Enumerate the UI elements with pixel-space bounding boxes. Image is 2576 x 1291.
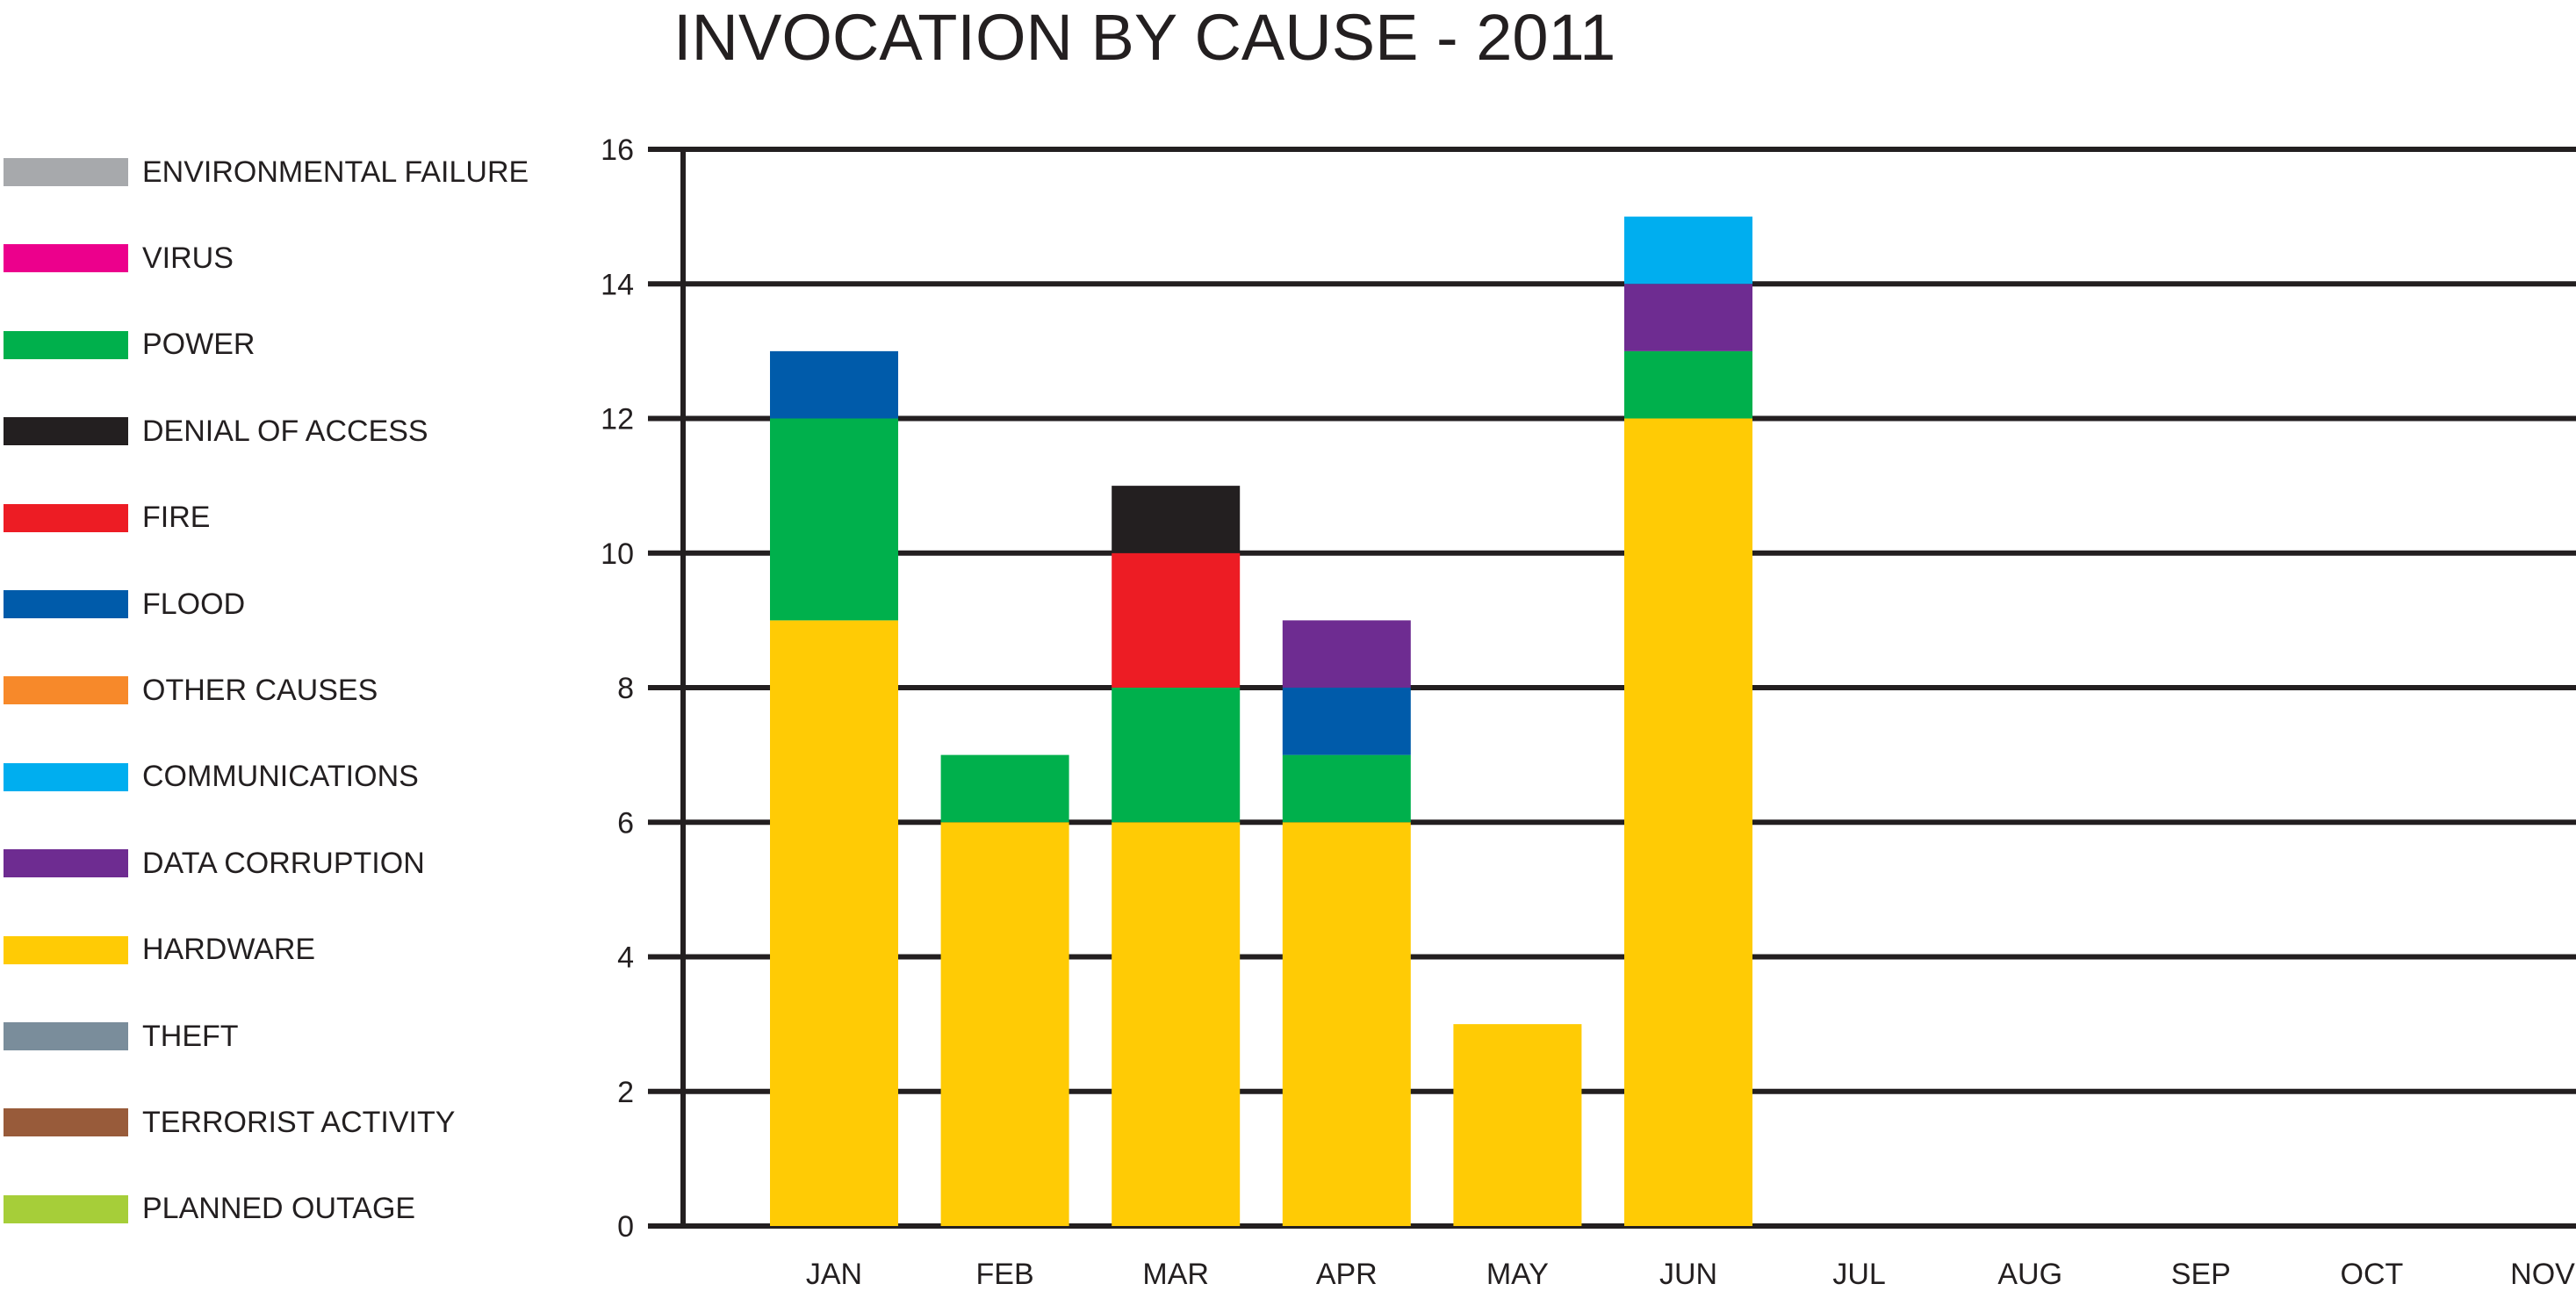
x-tick-label: MAR bbox=[1142, 1258, 1209, 1291]
y-tick-label: 0 bbox=[617, 1210, 634, 1244]
x-tick-label: FEB bbox=[976, 1258, 1034, 1291]
x-tick-label: NOV bbox=[2510, 1258, 2575, 1291]
legend-item: FIRE bbox=[4, 501, 211, 535]
legend-item: HARDWARE bbox=[4, 933, 316, 967]
legend-item: COMMUNICATIONS bbox=[4, 760, 419, 794]
bar-segment bbox=[1112, 822, 1241, 1226]
x-tick-label: JAN bbox=[806, 1258, 862, 1291]
legend-label: DENIAL OF ACCESS bbox=[142, 414, 428, 448]
legend-item: FLOOD bbox=[4, 588, 245, 621]
legend-swatch bbox=[4, 676, 128, 705]
y-tick-label: 14 bbox=[601, 268, 634, 301]
legend-item: TERRORIST ACTIVITY bbox=[4, 1106, 455, 1139]
legend-item: DENIAL OF ACCESS bbox=[4, 415, 428, 448]
legend-swatch bbox=[4, 417, 128, 446]
legend-item: POWER bbox=[4, 328, 255, 362]
legend-swatch bbox=[4, 1022, 128, 1050]
bar-segment bbox=[1282, 822, 1411, 1226]
bar-segment bbox=[940, 822, 1069, 1226]
y-tick-label: 4 bbox=[617, 941, 634, 975]
x-tick-label: JUL bbox=[1832, 1258, 1885, 1291]
legend-item: DATA CORRUPTION bbox=[4, 847, 425, 880]
legend-label: VIRUS bbox=[142, 241, 234, 275]
legend-label: POWER bbox=[142, 328, 255, 362]
legend-swatch bbox=[4, 1194, 128, 1223]
legend-label: FLOOD bbox=[142, 587, 246, 621]
legend-swatch bbox=[4, 935, 128, 964]
bar-segment bbox=[1624, 216, 1752, 285]
legend-swatch bbox=[4, 330, 128, 359]
legend-label: OTHER CAUSES bbox=[142, 673, 378, 707]
bar-segment bbox=[1453, 1024, 1582, 1226]
legend-swatch bbox=[4, 503, 128, 532]
bar-segment bbox=[1282, 620, 1411, 688]
bar-segment bbox=[770, 418, 898, 621]
bar-segment bbox=[770, 350, 898, 419]
legend-swatch bbox=[4, 158, 128, 186]
x-tick-label: SEP bbox=[2171, 1258, 2231, 1291]
legend-swatch bbox=[4, 244, 128, 273]
chart-title: INVOCATION BY CAUSE - 2011 bbox=[673, 1, 1616, 74]
legend-label: FIRE bbox=[142, 501, 211, 535]
x-tick-label: AUG bbox=[1997, 1258, 2062, 1291]
legend-label: COMMUNICATIONS bbox=[142, 760, 419, 794]
legend-label: HARDWARE bbox=[142, 933, 316, 967]
bar-segment bbox=[1624, 284, 1752, 351]
legend-item: OTHER CAUSES bbox=[4, 674, 378, 707]
legend-item: THEFT bbox=[4, 1020, 239, 1053]
legend-label: ENVIRONMENTAL FAILURE bbox=[142, 155, 529, 189]
legend-item: PLANNED OUTAGE bbox=[4, 1192, 416, 1226]
legend-swatch bbox=[4, 590, 128, 618]
legend-swatch bbox=[4, 1108, 128, 1137]
x-tick-label: APR bbox=[1316, 1258, 1378, 1291]
legend-item: VIRUS bbox=[4, 242, 234, 275]
bar-segment bbox=[1282, 754, 1411, 823]
y-tick-label: 2 bbox=[617, 1076, 634, 1109]
legend-swatch bbox=[4, 849, 128, 878]
legend-label: DATA CORRUPTION bbox=[142, 846, 425, 880]
x-tick-label: MAY bbox=[1486, 1258, 1549, 1291]
legend-label: THEFT bbox=[142, 1019, 239, 1053]
legend-label: PLANNED OUTAGE bbox=[142, 1192, 416, 1226]
legend-item: ENVIRONMENTAL FAILURE bbox=[4, 155, 529, 189]
y-tick-label: 12 bbox=[601, 403, 634, 436]
bar-segment bbox=[1624, 418, 1752, 1226]
legend-swatch bbox=[4, 762, 128, 791]
bar-segment bbox=[1282, 688, 1411, 755]
bar-segment bbox=[1112, 486, 1241, 553]
y-tick-label: 8 bbox=[617, 672, 634, 705]
bar-segment bbox=[1112, 552, 1241, 688]
legend-label: TERRORIST ACTIVITY bbox=[142, 1105, 456, 1139]
x-tick-label: OCT bbox=[2341, 1258, 2404, 1291]
bar-segment bbox=[1624, 350, 1752, 419]
x-tick-label: JUN bbox=[1659, 1258, 1717, 1291]
y-tick-label: 10 bbox=[601, 537, 634, 571]
bar-segment bbox=[940, 754, 1069, 823]
y-tick-label: 6 bbox=[617, 806, 634, 840]
bar-segment bbox=[770, 620, 898, 1226]
bar-segment bbox=[1112, 688, 1241, 823]
y-tick-label: 16 bbox=[601, 133, 634, 167]
